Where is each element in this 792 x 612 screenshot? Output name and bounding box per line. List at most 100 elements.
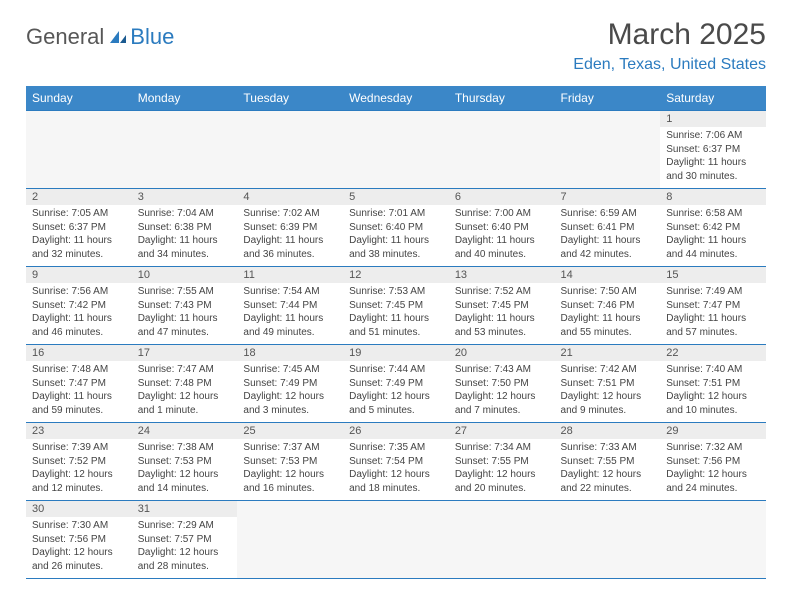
daylight-line2: and 38 minutes. <box>349 248 443 262</box>
daylight-line2: and 46 minutes. <box>32 326 126 340</box>
sunset-text: Sunset: 7:57 PM <box>138 533 232 547</box>
sunrise-text: Sunrise: 7:48 AM <box>32 363 126 377</box>
day-details: Sunrise: 7:33 AMSunset: 7:55 PMDaylight:… <box>555 439 661 499</box>
day-number: 15 <box>660 267 766 283</box>
sunrise-text: Sunrise: 7:56 AM <box>32 285 126 299</box>
sunrise-text: Sunrise: 7:37 AM <box>243 441 337 455</box>
daylight-line1: Daylight: 12 hours <box>455 390 549 404</box>
calendar-day-cell: 9Sunrise: 7:56 AMSunset: 7:42 PMDaylight… <box>26 267 132 345</box>
day-number: 21 <box>555 345 661 361</box>
title-block: March 2025 Eden, Texas, United States <box>573 18 766 74</box>
daylight-line1: Daylight: 11 hours <box>561 234 655 248</box>
sunset-text: Sunset: 6:37 PM <box>32 221 126 235</box>
daylight-line1: Daylight: 11 hours <box>243 312 337 326</box>
daylight-line2: and 47 minutes. <box>138 326 232 340</box>
calendar-week-row: 9Sunrise: 7:56 AMSunset: 7:42 PMDaylight… <box>26 267 766 345</box>
sunset-text: Sunset: 7:53 PM <box>243 455 337 469</box>
daylight-line1: Daylight: 12 hours <box>32 468 126 482</box>
day-number: 9 <box>26 267 132 283</box>
daylight-line2: and 49 minutes. <box>243 326 337 340</box>
daylight-line2: and 24 minutes. <box>666 482 760 496</box>
day-number: 1 <box>660 111 766 127</box>
calendar-day-cell: 28Sunrise: 7:33 AMSunset: 7:55 PMDayligh… <box>555 423 661 501</box>
day-details: Sunrise: 7:55 AMSunset: 7:43 PMDaylight:… <box>132 283 238 343</box>
calendar-day-cell: 27Sunrise: 7:34 AMSunset: 7:55 PMDayligh… <box>449 423 555 501</box>
sunrise-text: Sunrise: 7:55 AM <box>138 285 232 299</box>
daylight-line1: Daylight: 11 hours <box>138 312 232 326</box>
sunrise-text: Sunrise: 7:00 AM <box>455 207 549 221</box>
day-number: 3 <box>132 189 238 205</box>
daylight-line2: and 36 minutes. <box>243 248 337 262</box>
sunrise-text: Sunrise: 7:45 AM <box>243 363 337 377</box>
calendar-day-cell: 3Sunrise: 7:04 AMSunset: 6:38 PMDaylight… <box>132 189 238 267</box>
day-details: Sunrise: 7:02 AMSunset: 6:39 PMDaylight:… <box>237 205 343 265</box>
calendar-week-row: 30Sunrise: 7:30 AMSunset: 7:56 PMDayligh… <box>26 501 766 579</box>
calendar-day-cell: 25Sunrise: 7:37 AMSunset: 7:53 PMDayligh… <box>237 423 343 501</box>
daylight-line2: and 5 minutes. <box>349 404 443 418</box>
sunrise-text: Sunrise: 6:58 AM <box>666 207 760 221</box>
sunset-text: Sunset: 6:40 PM <box>349 221 443 235</box>
sunset-text: Sunset: 7:50 PM <box>455 377 549 391</box>
sunrise-text: Sunrise: 6:59 AM <box>561 207 655 221</box>
daylight-line1: Daylight: 12 hours <box>243 468 337 482</box>
daylight-line1: Daylight: 11 hours <box>666 312 760 326</box>
daylight-line2: and 9 minutes. <box>561 404 655 418</box>
calendar-table: Sunday Monday Tuesday Wednesday Thursday… <box>26 86 766 579</box>
day-number: 23 <box>26 423 132 439</box>
daylight-line1: Daylight: 12 hours <box>138 546 232 560</box>
sunrise-text: Sunrise: 7:42 AM <box>561 363 655 377</box>
day-number: 14 <box>555 267 661 283</box>
sunset-text: Sunset: 6:38 PM <box>138 221 232 235</box>
location-subtitle: Eden, Texas, United States <box>573 56 766 74</box>
daylight-line2: and 1 minute. <box>138 404 232 418</box>
day-details: Sunrise: 7:39 AMSunset: 7:52 PMDaylight:… <box>26 439 132 499</box>
day-number: 10 <box>132 267 238 283</box>
sunset-text: Sunset: 7:51 PM <box>666 377 760 391</box>
day-details: Sunrise: 7:54 AMSunset: 7:44 PMDaylight:… <box>237 283 343 343</box>
daylight-line2: and 10 minutes. <box>666 404 760 418</box>
day-details: Sunrise: 7:42 AMSunset: 7:51 PMDaylight:… <box>555 361 661 421</box>
daylight-line1: Daylight: 11 hours <box>32 234 126 248</box>
sunrise-text: Sunrise: 7:01 AM <box>349 207 443 221</box>
daylight-line2: and 7 minutes. <box>455 404 549 418</box>
calendar-day-cell: 8Sunrise: 6:58 AMSunset: 6:42 PMDaylight… <box>660 189 766 267</box>
sunset-text: Sunset: 7:52 PM <box>32 455 126 469</box>
day-details: Sunrise: 7:32 AMSunset: 7:56 PMDaylight:… <box>660 439 766 499</box>
daylight-line1: Daylight: 11 hours <box>243 234 337 248</box>
calendar-day-cell <box>555 501 661 579</box>
day-number: 29 <box>660 423 766 439</box>
daylight-line1: Daylight: 11 hours <box>349 312 443 326</box>
daylight-line2: and 28 minutes. <box>138 560 232 574</box>
daylight-line2: and 59 minutes. <box>32 404 126 418</box>
calendar-day-cell: 2Sunrise: 7:05 AMSunset: 6:37 PMDaylight… <box>26 189 132 267</box>
day-details: Sunrise: 7:00 AMSunset: 6:40 PMDaylight:… <box>449 205 555 265</box>
header: General Blue March 2025 Eden, Texas, Uni… <box>26 18 766 74</box>
day-number: 4 <box>237 189 343 205</box>
sunrise-text: Sunrise: 7:53 AM <box>349 285 443 299</box>
calendar-day-cell <box>660 501 766 579</box>
daylight-line1: Daylight: 11 hours <box>666 234 760 248</box>
calendar-day-cell: 20Sunrise: 7:43 AMSunset: 7:50 PMDayligh… <box>449 345 555 423</box>
sunrise-text: Sunrise: 7:39 AM <box>32 441 126 455</box>
sunset-text: Sunset: 7:46 PM <box>561 299 655 313</box>
calendar-week-row: 2Sunrise: 7:05 AMSunset: 6:37 PMDaylight… <box>26 189 766 267</box>
calendar-day-cell: 15Sunrise: 7:49 AMSunset: 7:47 PMDayligh… <box>660 267 766 345</box>
daylight-line2: and 3 minutes. <box>243 404 337 418</box>
sunset-text: Sunset: 6:41 PM <box>561 221 655 235</box>
calendar-day-cell: 24Sunrise: 7:38 AMSunset: 7:53 PMDayligh… <box>132 423 238 501</box>
day-details: Sunrise: 7:45 AMSunset: 7:49 PMDaylight:… <box>237 361 343 421</box>
calendar-day-cell: 17Sunrise: 7:47 AMSunset: 7:48 PMDayligh… <box>132 345 238 423</box>
sunset-text: Sunset: 7:53 PM <box>138 455 232 469</box>
day-details: Sunrise: 7:48 AMSunset: 7:47 PMDaylight:… <box>26 361 132 421</box>
day-number: 16 <box>26 345 132 361</box>
daylight-line2: and 42 minutes. <box>561 248 655 262</box>
calendar-day-cell: 29Sunrise: 7:32 AMSunset: 7:56 PMDayligh… <box>660 423 766 501</box>
day-details: Sunrise: 7:30 AMSunset: 7:56 PMDaylight:… <box>26 517 132 577</box>
daylight-line1: Daylight: 11 hours <box>666 156 760 170</box>
daylight-line2: and 16 minutes. <box>243 482 337 496</box>
day-details: Sunrise: 7:34 AMSunset: 7:55 PMDaylight:… <box>449 439 555 499</box>
daylight-line1: Daylight: 12 hours <box>455 468 549 482</box>
sunrise-text: Sunrise: 7:35 AM <box>349 441 443 455</box>
daylight-line2: and 20 minutes. <box>455 482 549 496</box>
day-number: 30 <box>26 501 132 517</box>
